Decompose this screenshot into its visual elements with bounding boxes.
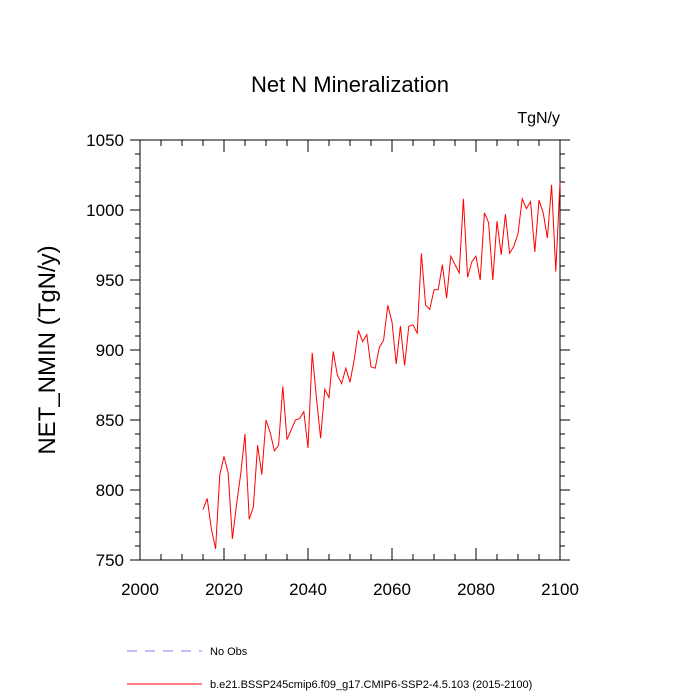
plot-frame — [139, 139, 561, 561]
y-tick-label: 750 — [96, 551, 124, 570]
y-tick-label: 950 — [96, 271, 124, 290]
y-tick-label: 1050 — [86, 131, 124, 150]
x-tick-label: 2020 — [205, 580, 243, 599]
y-axis-label: NET_NMIN (TgN/y) — [34, 245, 61, 454]
x-tick-label: 2040 — [289, 580, 327, 599]
x-tick-label: 2000 — [121, 580, 159, 599]
y-tick-label: 800 — [96, 481, 124, 500]
y-tick-label: 850 — [96, 411, 124, 430]
legend-label-1: b.e21.BSSP245cmip6.f09_g17.CMIP6-SSP2-4.… — [210, 679, 532, 691]
legend: No Obs b.e21.BSSP245cmip6.f09_g17.CMIP6-S… — [127, 646, 532, 691]
y-tick-labels: 750 800 850 900 950 1000 1050 — [86, 131, 124, 570]
x-tick-label: 2080 — [457, 580, 495, 599]
series-line-1 — [202, 181, 561, 549]
x-tick-label: 2100 — [541, 580, 579, 599]
axis-ticks — [130, 139, 570, 561]
units-label: TgN/y — [517, 110, 560, 127]
legend-label-0: No Obs — [210, 646, 248, 658]
x-tick-labels: 2000 2020 2040 2060 2080 2100 — [121, 580, 579, 599]
chart-title: Net N Mineralization — [251, 72, 449, 97]
y-tick-label: 900 — [96, 341, 124, 360]
y-tick-label: 1000 — [86, 201, 124, 220]
series-lines — [202, 181, 561, 549]
x-tick-label: 2060 — [373, 580, 411, 599]
